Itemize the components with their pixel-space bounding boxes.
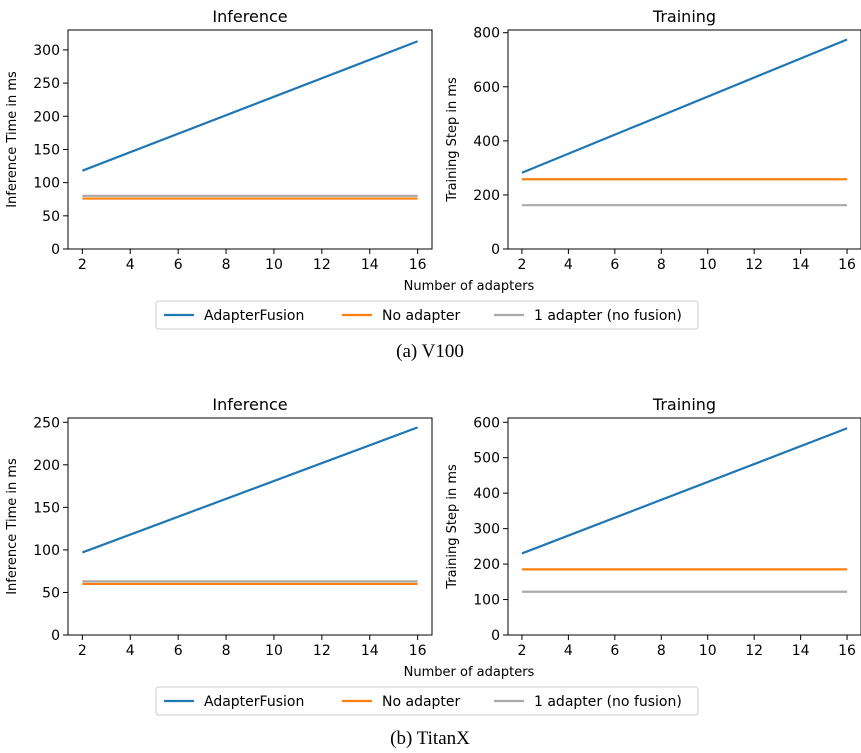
legend-entry-label: 1 adapter (no fusion): [534, 694, 682, 710]
x-tick-label: 16: [838, 257, 856, 273]
y-axis-label: Training Step in ms: [445, 464, 460, 590]
x-tick-label: 10: [265, 643, 283, 659]
chart-panel-2: 2 4 6 8 10 12 14 16 0 200 400 600 800 Training Trainin…: [445, 7, 861, 273]
chart-title: Training: [652, 7, 716, 26]
x-tick-label: 14: [792, 257, 810, 273]
y-tick-label: 0: [491, 242, 500, 258]
x-tick-label: 6: [610, 643, 619, 659]
chart-panel-4: 2 4 6 8 10 12 14 16 0 100 200 300 400 500 600 Training T…: [445, 395, 861, 659]
x-tick-label: 8: [222, 257, 231, 273]
y-tick-label: 600: [473, 415, 500, 431]
x-axis-label: Number of adapters: [404, 279, 535, 294]
figure-group-1: Number of adapters AdapterFusion No adapte…: [155, 279, 699, 362]
y-tick-label: 150: [33, 500, 60, 516]
x-tick-label: 4: [126, 257, 135, 273]
y-tick-label: 400: [473, 134, 500, 150]
x-tick-label: 8: [222, 643, 231, 659]
x-tick-label: 12: [313, 643, 331, 659]
y-axis-label: Inference Time in ms: [5, 71, 20, 208]
axes-frame: [507, 417, 861, 636]
axes-frame: [67, 417, 433, 636]
legend-entry-label: No adapter: [382, 308, 461, 324]
y-tick-label: 100: [33, 543, 60, 559]
x-tick-label: 14: [792, 643, 810, 659]
legend-entry-label: No adapter: [382, 694, 461, 710]
x-tick-label: 2: [517, 643, 526, 659]
y-tick-label: 150: [33, 142, 60, 158]
legend-entry-label: AdapterFusion: [204, 308, 304, 324]
x-tick-label: 14: [361, 257, 379, 273]
legend-entry-label: 1 adapter (no fusion): [534, 308, 682, 324]
y-tick-label: 600: [473, 80, 500, 96]
x-tick-label: 4: [126, 643, 135, 659]
x-tick-label: 6: [174, 643, 183, 659]
x-tick-label: 2: [78, 257, 87, 273]
y-tick-label: 250: [33, 415, 60, 431]
x-tick-label: 12: [745, 257, 763, 273]
x-tick-label: 16: [409, 257, 427, 273]
chart-title: Training: [652, 395, 716, 414]
series-line-adapterfusion: [81, 40, 419, 172]
y-tick-label: 0: [51, 242, 60, 258]
y-tick-label: 100: [33, 176, 60, 192]
x-axis-label: Number of adapters: [404, 665, 535, 680]
x-tick-label: 12: [745, 643, 763, 659]
series-line-adapterfusion: [81, 426, 419, 554]
y-tick-label: 200: [33, 109, 60, 125]
y-tick-label: 50: [42, 585, 60, 601]
y-tick-label: 50: [42, 209, 60, 225]
axes-frame: [507, 29, 861, 250]
y-tick-label: 500: [473, 451, 500, 467]
subfigure-caption: (a) V100: [396, 341, 464, 362]
x-tick-label: 6: [610, 257, 619, 273]
x-tick-label: 6: [174, 257, 183, 273]
x-tick-label: 14: [361, 643, 379, 659]
chart-panel-1: 2 4 6 8 10 12 14 16 0 50 100 150 200 250 300 Inference I…: [5, 7, 433, 273]
chart-panel-3: 2 4 6 8 10 12 14 16 0 50 100 150 200 250 Inference Infe…: [5, 395, 433, 659]
x-tick-label: 16: [838, 643, 856, 659]
y-tick-label: 200: [473, 557, 500, 573]
legend-entry-label: AdapterFusion: [204, 694, 304, 710]
legend-box: [155, 686, 699, 716]
x-tick-label: 10: [699, 257, 717, 273]
y-tick-label: 400: [473, 486, 500, 502]
figure-group-2: Number of adapters AdapterFusion No adapte…: [155, 665, 699, 749]
x-tick-label: 8: [657, 643, 666, 659]
y-axis-label: Training Step in ms: [445, 77, 460, 203]
x-tick-label: 12: [313, 257, 331, 273]
y-tick-label: 300: [473, 522, 500, 538]
y-tick-label: 0: [51, 628, 60, 644]
legend: AdapterFusion No adapter 1 adapter (no fus…: [155, 686, 699, 716]
x-tick-label: 10: [699, 643, 717, 659]
subfigure-caption: (b) TitanX: [390, 728, 470, 749]
x-tick-label: 8: [657, 257, 666, 273]
x-tick-label: 2: [78, 643, 87, 659]
y-axis-label: Inference Time in ms: [5, 458, 20, 595]
x-tick-label: 2: [517, 257, 526, 273]
y-tick-label: 200: [473, 188, 500, 204]
series-line-adapterfusion: [521, 38, 848, 174]
series-line-adapterfusion: [521, 427, 848, 555]
x-tick-label: 4: [564, 257, 573, 273]
legend: AdapterFusion No adapter 1 adapter (no fus…: [155, 300, 699, 330]
y-tick-label: 100: [473, 593, 500, 609]
y-tick-label: 200: [33, 458, 60, 474]
x-tick-label: 4: [564, 643, 573, 659]
x-tick-label: 16: [409, 643, 427, 659]
y-tick-label: 0: [491, 628, 500, 644]
y-tick-label: 250: [33, 76, 60, 92]
y-tick-label: 300: [33, 43, 60, 59]
chart-title: Inference: [212, 395, 287, 414]
chart-title: Inference: [212, 7, 287, 26]
legend-box: [155, 300, 699, 330]
x-tick-label: 10: [265, 257, 283, 273]
y-tick-label: 800: [473, 26, 500, 42]
axes-frame: [67, 29, 433, 250]
